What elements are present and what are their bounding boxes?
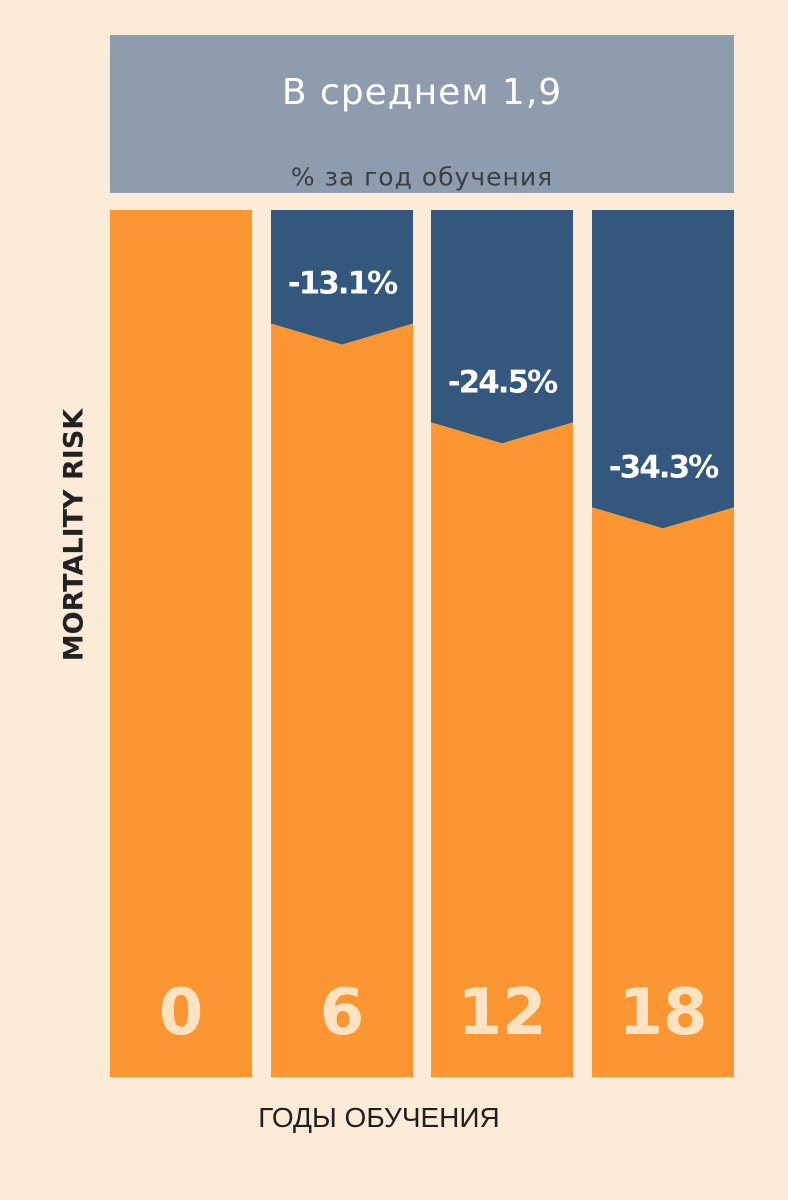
x-axis-label: ГОДЫ ОБУЧЕНИЯ	[258, 1102, 500, 1133]
reduction-segment-6	[271, 210, 413, 345]
bar-0	[110, 210, 252, 1077]
reduction-segment-18	[592, 210, 734, 529]
summary-banner: В среднем 1,9 % за год обучения	[110, 35, 734, 193]
bar-12	[431, 422, 573, 1077]
category-label-0: 0	[159, 976, 204, 1050]
category-label-6: 6	[320, 976, 365, 1050]
reduction-segment-12	[431, 210, 573, 444]
reduction-label-12: -24.5%	[448, 364, 558, 400]
reduction-label-18: -34.3%	[609, 449, 719, 485]
category-label-18: 18	[618, 976, 707, 1050]
bar-6	[271, 323, 413, 1077]
category-label-12: 12	[457, 976, 546, 1050]
bar-18	[592, 507, 734, 1078]
reduction-label-6: -13.1%	[288, 266, 398, 302]
banner-subtitle: % за год обучения	[290, 162, 554, 192]
y-axis-label: MORTALITY RISK	[58, 408, 90, 662]
banner-title: В среднем 1,9	[281, 72, 563, 113]
